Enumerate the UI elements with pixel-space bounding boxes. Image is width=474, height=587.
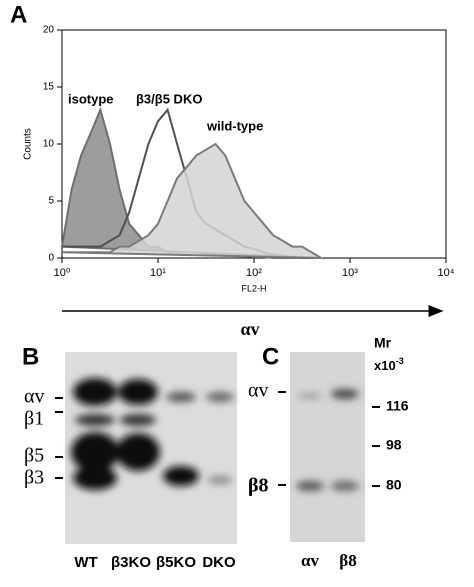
x-tick-label: 10⁴ bbox=[438, 267, 455, 279]
band-label: αv bbox=[248, 380, 268, 402]
band-labels: αv β8 bbox=[248, 380, 269, 497]
lane-label: αv bbox=[301, 551, 319, 570]
mr-unit-base: x10 bbox=[374, 358, 396, 373]
y-tick-label: 10 bbox=[43, 139, 55, 150]
band-label: β5 bbox=[24, 445, 44, 467]
panel-label: B bbox=[22, 343, 39, 370]
quantity-label: αv bbox=[240, 319, 259, 339]
histogram-2 bbox=[61, 142, 325, 260]
marker-label: 98 bbox=[386, 437, 402, 453]
x-tick-label: 10⁰ bbox=[54, 267, 71, 279]
band-dashes bbox=[278, 391, 286, 486]
panel-label: C bbox=[262, 343, 279, 370]
x-axis-label: FL2-H bbox=[241, 283, 266, 293]
band-labels: αv β1 β5 β3 bbox=[24, 386, 44, 489]
lane-label: DKO bbox=[202, 554, 236, 571]
band-dashes bbox=[55, 397, 63, 479]
y-tick-label: 0 bbox=[48, 253, 54, 264]
y-tick-label: 20 bbox=[43, 25, 55, 36]
lane-labels: WT β3KO β5KO DKO bbox=[74, 554, 236, 571]
band-label: β1 bbox=[24, 408, 44, 430]
marker-label: 116 bbox=[386, 398, 409, 414]
x-tick-label: 10² bbox=[246, 267, 262, 279]
series-label: wild-type bbox=[206, 118, 263, 133]
x-tick-label: 10³ bbox=[342, 267, 358, 279]
y-tick-label: 5 bbox=[48, 196, 54, 207]
band-label: αv bbox=[24, 386, 44, 408]
lane-label: WT bbox=[74, 554, 97, 571]
lane-labels: αv β8 bbox=[301, 551, 357, 570]
y-axis-label: Counts bbox=[23, 128, 34, 160]
mr-unit-exp: -3 bbox=[396, 356, 404, 366]
mr-title: Mr bbox=[374, 335, 392, 351]
blot-image bbox=[65, 352, 237, 544]
x-tick-label: 10¹ bbox=[150, 267, 166, 279]
marker-label: 80 bbox=[386, 477, 402, 493]
blot-image bbox=[290, 352, 365, 542]
band-label: β8 bbox=[248, 475, 269, 497]
lane-label: β5KO bbox=[156, 554, 196, 571]
y-tick-label: 15 bbox=[43, 82, 55, 93]
lane-label: β8 bbox=[339, 551, 356, 570]
marker-dashes bbox=[372, 406, 380, 487]
band-label: β3 bbox=[24, 467, 44, 489]
mr-unit: x10-3 bbox=[374, 356, 404, 373]
series-label: β3/β5 DKO bbox=[136, 91, 202, 106]
series-label: isotype bbox=[68, 91, 114, 106]
marker-labels: 116 98 80 bbox=[386, 398, 409, 493]
panel-label: A bbox=[10, 1, 27, 28]
lane-label: β3KO bbox=[111, 554, 151, 571]
